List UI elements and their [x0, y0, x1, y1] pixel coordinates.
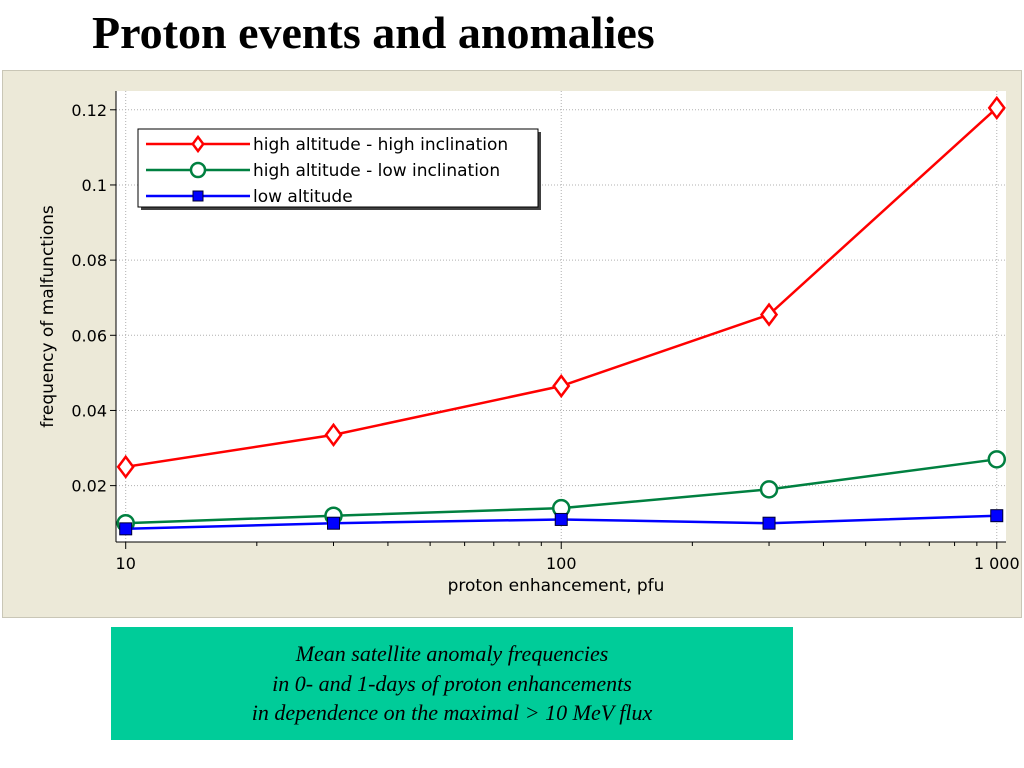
caption-line-2: in 0- and 1-days of proton enhancements [272, 670, 632, 696]
data-point-s2-2 [554, 512, 568, 526]
line-chart: 10 100 1 000 0.02 0.04 0.06 0.08 0.1 0.12 proton … [38, 91, 1020, 596]
y-tick-label-0: 0.02 [71, 477, 107, 496]
y-axis-label: frequency of malfunctions [38, 205, 58, 428]
data-point-s0-2 [552, 373, 571, 399]
data-point-s0-4 [987, 95, 1006, 120]
x-tick-label-2: 1 000 [974, 554, 1020, 573]
caption-box: Mean satellite anomaly frequencies in 0-… [111, 627, 793, 740]
data-point-s1-3 [759, 480, 779, 499]
data-point-s2-3 [762, 516, 776, 530]
y-tick-label-3: 0.08 [71, 251, 107, 270]
chart-panel: 10 100 1 000 0.02 0.04 0.06 0.08 0.1 0.12 proton … [2, 70, 1022, 618]
legend-marker-1 [189, 161, 207, 179]
caption-line-1: Mean satellite anomaly frequencies [295, 640, 609, 666]
legend-label-2: low altitude [253, 187, 353, 207]
slide-title: Proton events and anomalies [92, 7, 655, 58]
data-point-s0-3 [759, 302, 779, 327]
data-point-s0-0 [116, 454, 135, 479]
y-tick-label-2: 0.06 [71, 326, 107, 345]
x-tick-label-0: 10 [116, 554, 136, 573]
y-tick-label-1: 0.04 [71, 401, 107, 420]
data-point-s2-4 [990, 509, 1004, 523]
y-tick-label-4: 0.1 [82, 176, 107, 195]
legend-label-1: high altitude - low inclination [253, 161, 500, 181]
x-axis-label: proton enhancement, pfu [448, 576, 665, 596]
legend-label-0: high altitude - high inclination [253, 135, 508, 155]
y-tick-label-5: 0.12 [71, 101, 107, 120]
x-tick-label-1: 100 [546, 554, 577, 573]
data-point-s2-1 [327, 516, 341, 530]
data-point-s1-4 [987, 450, 1007, 469]
data-point-s2-0 [119, 522, 133, 536]
data-point-s0-1 [324, 422, 343, 447]
legend-marker-0 [191, 134, 205, 154]
caption-line-3: in dependence on the maximal > 10 MeV fl… [251, 700, 653, 726]
legend-marker-2 [192, 190, 204, 202]
